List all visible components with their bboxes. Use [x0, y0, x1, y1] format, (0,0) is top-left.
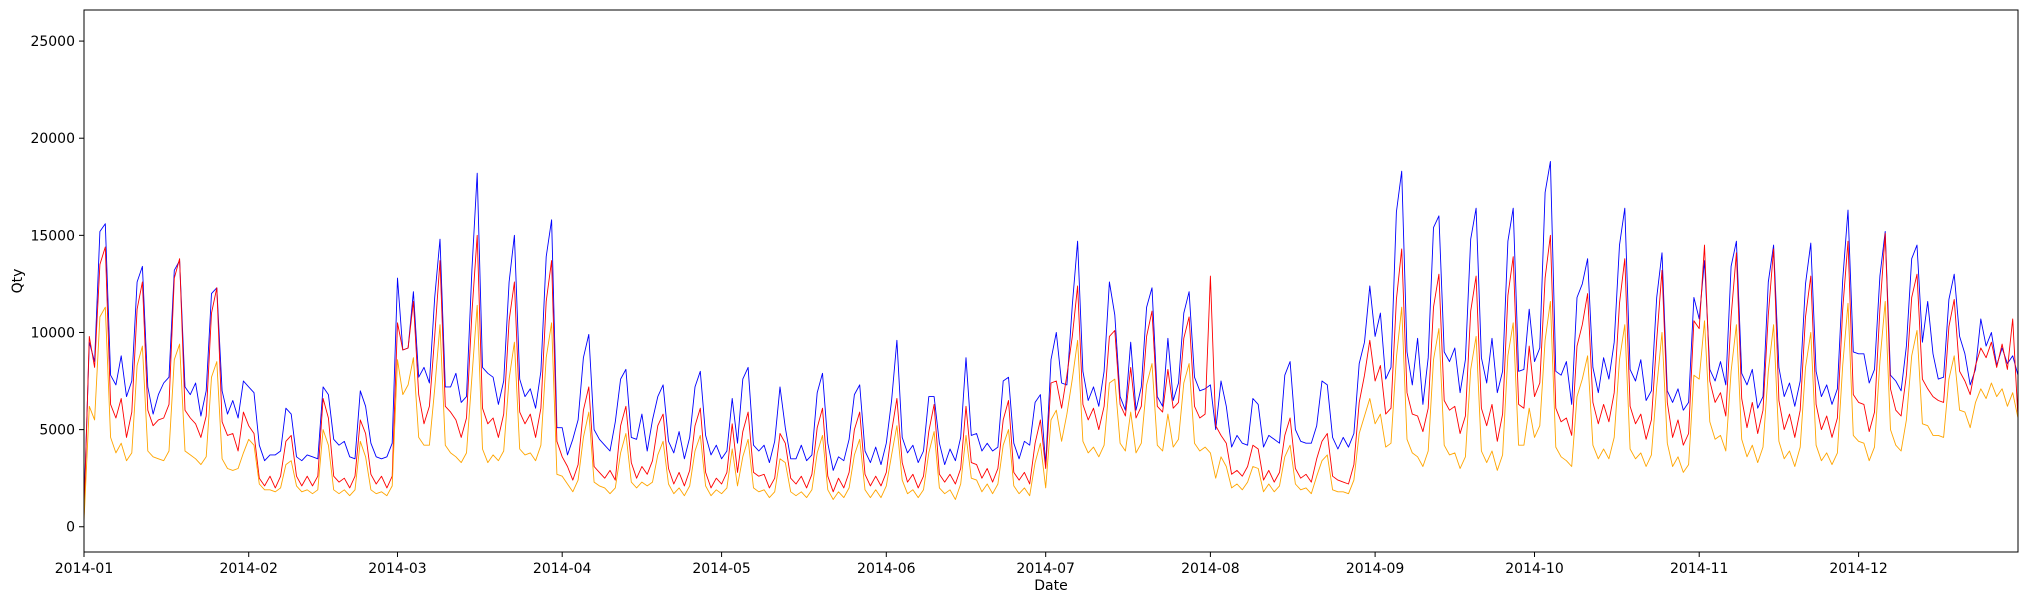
- x-tick-label: 2014-12: [1829, 561, 1888, 577]
- plot-frame: [83, 9, 2019, 553]
- series-layer: [83, 161, 2019, 521]
- x-tick-label: 2014-10: [1505, 561, 1564, 577]
- x-tick-label: 2014-07: [1016, 561, 1075, 577]
- y-tick-label: 25000: [30, 34, 75, 50]
- series-line-2: [83, 232, 2019, 518]
- x-axis: 2014-01 2014-02 2014-03 2014-04 2014-05 2014-…: [55, 552, 1888, 577]
- x-tick-label: 2014-01: [55, 561, 114, 577]
- x-tick-label: 2014-02: [219, 561, 278, 577]
- x-tick-label: 2014-08: [1181, 561, 1240, 577]
- series-line-3: [83, 300, 2019, 521]
- x-tick-label: 2014-09: [1346, 561, 1405, 577]
- y-tick-label: 5000: [39, 423, 75, 439]
- x-tick-label: 2014-03: [368, 561, 427, 577]
- x-tick-label: 2014-05: [692, 561, 751, 577]
- x-tick-label: 2014-06: [857, 561, 916, 577]
- y-axis: 0 5000 10000 15000 20000 25000: [30, 34, 84, 536]
- y-tick-label: 15000: [30, 228, 75, 244]
- x-axis-title: Date: [1034, 578, 1067, 594]
- x-tick-label: 2014-04: [533, 561, 592, 577]
- x-tick-label: 2014-11: [1670, 561, 1729, 577]
- y-axis-title: Qty: [10, 269, 26, 294]
- y-tick-label: 10000: [30, 325, 75, 341]
- y-tick-label: 0: [66, 520, 75, 536]
- y-tick-label: 20000: [30, 131, 75, 147]
